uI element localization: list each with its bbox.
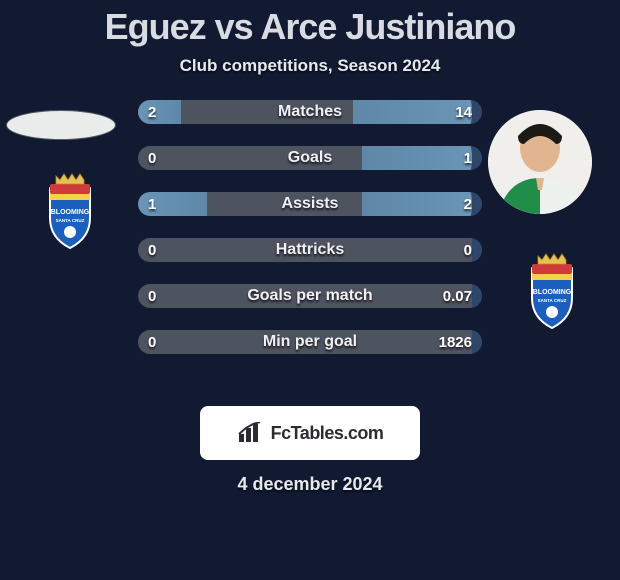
- stat-bar: 0Min per goal1826: [138, 330, 482, 354]
- stat-label: Goals: [138, 149, 482, 167]
- player-left-photo-placeholder: [6, 110, 116, 140]
- stat-bars: 2Matches14 0Goals1 1Assists2 0Hattricks0 0Go…: [138, 100, 482, 376]
- svg-text:SANTA CRUZ: SANTA CRUZ: [56, 218, 85, 223]
- subtitle: Club competitions, Season 2024: [0, 56, 620, 76]
- stat-label: Assists: [138, 195, 482, 213]
- brand-label: FcTables.com: [271, 423, 384, 444]
- stat-bar: 2Matches14: [138, 100, 482, 124]
- svg-text:SANTA CRUZ: SANTA CRUZ: [538, 298, 567, 303]
- stat-label: Matches: [138, 103, 482, 121]
- stat-label: Hattricks: [138, 241, 482, 259]
- date-label: 4 december 2024: [0, 474, 620, 495]
- brand-pill: FcTables.com: [200, 406, 420, 460]
- club-badge-right: BLOOMING SANTA CRUZ: [508, 246, 596, 334]
- stat-bar: 0Hattricks0: [138, 238, 482, 262]
- svg-text:BLOOMING: BLOOMING: [533, 289, 572, 296]
- stat-label: Goals per match: [138, 287, 482, 305]
- stat-label: Min per goal: [138, 333, 482, 351]
- brand-icon: [237, 422, 265, 444]
- stat-bar: 1Assists2: [138, 192, 482, 216]
- stat-bar: 0Goals1: [138, 146, 482, 170]
- page-title: Eguez vs Arce Justiniano: [0, 0, 620, 48]
- stat-bar: 0Goals per match0.07: [138, 284, 482, 308]
- svg-text:BLOOMING: BLOOMING: [51, 209, 90, 216]
- player-right-photo: [488, 110, 592, 214]
- club-badge-left: BLOOMING SANTA CRUZ: [26, 166, 114, 254]
- comparison-stage: BLOOMING SANTA CRUZ BLOOMING SANTA CRUZ …: [0, 100, 620, 400]
